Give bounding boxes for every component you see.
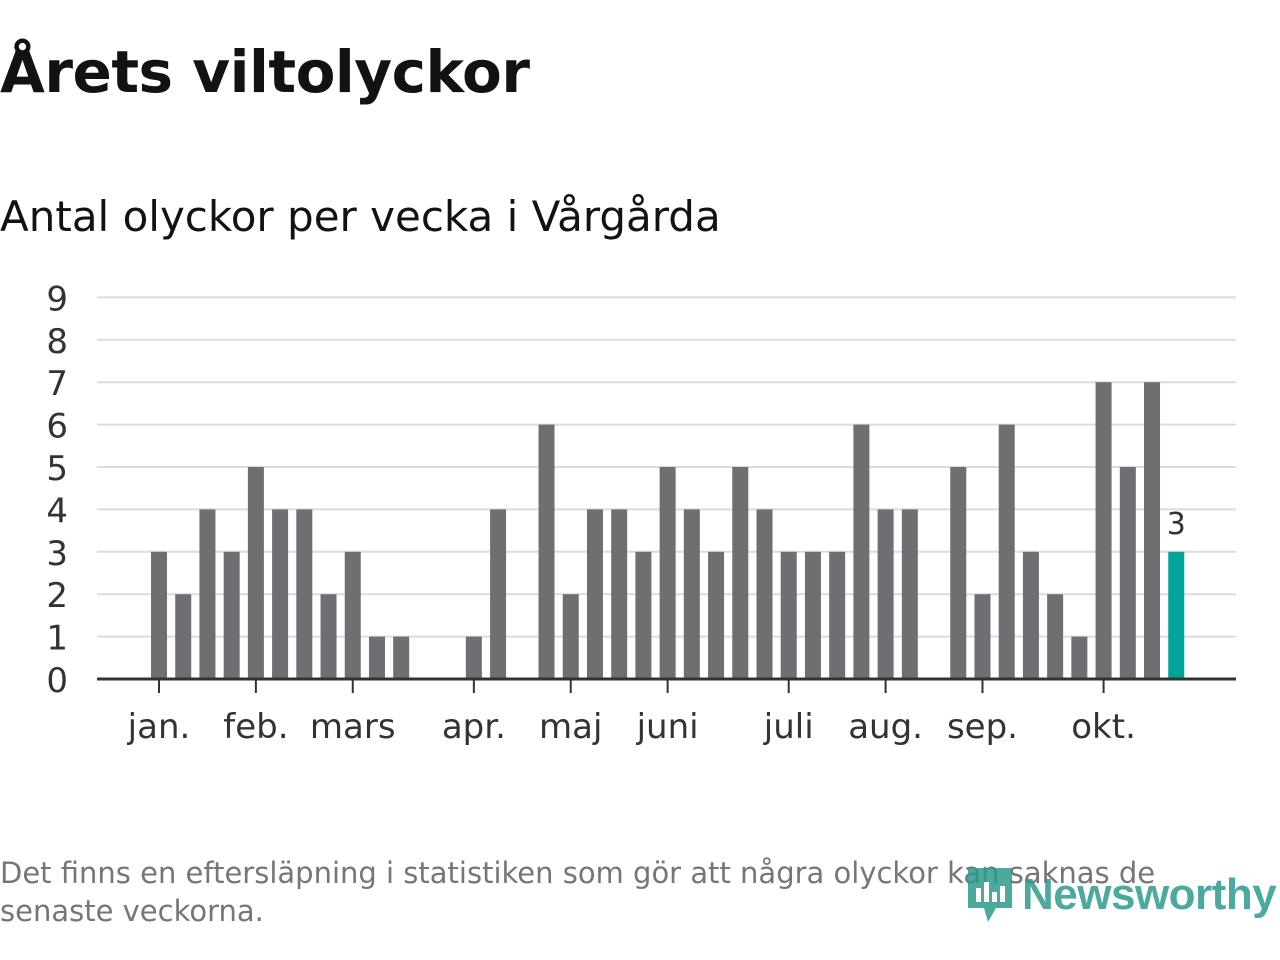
bar <box>683 509 700 679</box>
bar <box>199 509 216 679</box>
bar <box>732 467 749 679</box>
x-tick-label: sep. <box>947 707 1018 747</box>
chart-subtitle: Antal olyckor per vecka i Vårgårda <box>0 192 721 241</box>
bar <box>756 509 773 679</box>
x-tick-label: jan. <box>127 707 191 747</box>
bar <box>804 551 821 679</box>
bar <box>465 636 482 679</box>
bar <box>635 551 652 679</box>
footnote: Det finns en eftersläpning i statistiken… <box>0 856 1156 928</box>
bar <box>151 551 167 679</box>
bar <box>611 509 628 679</box>
bar <box>223 551 240 679</box>
y-tick-label: 8 <box>46 322 68 362</box>
bar <box>490 509 507 679</box>
bar <box>393 636 410 679</box>
x-tick-label: aug. <box>848 707 923 747</box>
bar <box>1144 382 1161 679</box>
bar <box>1047 594 1064 679</box>
bar <box>659 467 676 679</box>
bar <box>247 467 264 679</box>
bar-highlight <box>1168 551 1185 679</box>
x-tick-label: apr. <box>442 707 506 747</box>
x-tick-label: juli <box>763 707 814 747</box>
y-tick-label: 0 <box>46 661 68 701</box>
x-tick-label: juni <box>636 707 699 747</box>
y-tick-label: 7 <box>46 364 68 404</box>
bar <box>974 594 991 679</box>
y-tick-label: 5 <box>46 449 68 489</box>
x-tick-label: maj <box>539 707 602 747</box>
bar <box>1095 382 1112 679</box>
bar <box>1071 636 1088 679</box>
y-tick-label: 4 <box>46 491 68 531</box>
bar <box>272 509 289 679</box>
bar-chart-speech-icon <box>968 868 1012 922</box>
bar <box>877 509 894 679</box>
bar <box>780 551 797 679</box>
x-axis: jan. feb. mars apr. maj juni juli aug. sep. okt. <box>97 677 1236 747</box>
bars <box>151 382 1185 679</box>
bar <box>368 636 385 679</box>
x-tick-label: feb. <box>223 707 288 747</box>
y-tick-label: 3 <box>46 534 68 574</box>
bar <box>1119 467 1136 679</box>
y-tick-label: 2 <box>46 576 68 616</box>
data-labels: 3 <box>1167 507 1186 542</box>
x-tick-label: mars <box>310 707 396 747</box>
bar <box>998 424 1015 679</box>
logo-text: Newsworthy <box>1022 870 1277 919</box>
bar <box>175 594 192 679</box>
y-tick-label: 1 <box>46 619 68 659</box>
bar <box>586 509 603 679</box>
bar <box>1022 551 1039 679</box>
x-tick-label: okt. <box>1071 707 1136 747</box>
bar <box>853 424 870 679</box>
y-tick-label: 6 <box>46 407 68 447</box>
bar <box>562 594 579 679</box>
bar <box>950 467 967 679</box>
data-label: 3 <box>1167 507 1186 542</box>
bar <box>708 551 725 679</box>
bar <box>829 551 846 679</box>
chart-title: Årets viltolyckor <box>0 38 530 106</box>
bar <box>320 594 337 679</box>
bar <box>901 509 918 679</box>
y-tick-label: 9 <box>46 279 68 319</box>
bar <box>538 424 555 679</box>
bar <box>296 509 313 679</box>
bar <box>344 551 361 679</box>
newsworthy-logo[interactable]: Newsworthy <box>964 860 1277 930</box>
